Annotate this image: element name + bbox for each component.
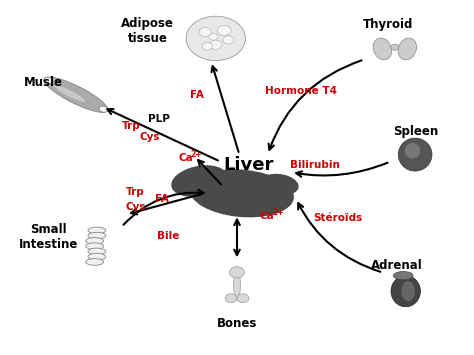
Text: PLP: PLP [148,114,170,124]
Text: Spleen: Spleen [393,125,439,138]
Ellipse shape [190,170,293,217]
Ellipse shape [99,106,108,112]
Text: 2+: 2+ [273,208,284,217]
Text: Cys: Cys [139,132,160,142]
Text: Hormone T4: Hormone T4 [264,86,337,96]
Ellipse shape [88,248,106,255]
Text: Adrenal: Adrenal [371,259,423,272]
Text: FA: FA [190,90,204,100]
Ellipse shape [398,138,432,171]
Ellipse shape [405,143,420,158]
Circle shape [218,25,231,36]
Text: Bile: Bile [157,231,180,241]
Text: Bones: Bones [217,317,257,330]
Text: Ca: Ca [260,211,274,221]
Ellipse shape [86,259,104,265]
Circle shape [186,16,246,61]
Ellipse shape [391,44,399,50]
Circle shape [229,267,245,278]
Ellipse shape [88,227,106,234]
Circle shape [209,33,218,40]
Text: Bilirubin: Bilirubin [290,160,340,170]
Ellipse shape [88,232,106,239]
Text: Liver: Liver [224,156,274,174]
Ellipse shape [88,253,106,260]
Circle shape [237,294,249,303]
Ellipse shape [172,166,227,196]
Circle shape [199,27,211,37]
Circle shape [202,43,212,50]
Ellipse shape [86,237,104,244]
Text: Small
Intestine: Small Intestine [19,223,78,251]
Text: Adipose
tissue: Adipose tissue [121,17,174,45]
Text: FA: FA [155,193,169,204]
Text: Thyroid: Thyroid [363,18,413,31]
Text: Trp: Trp [122,121,140,131]
Ellipse shape [55,85,85,102]
Circle shape [223,36,234,44]
Ellipse shape [391,275,420,307]
Ellipse shape [373,38,392,60]
Ellipse shape [86,243,104,250]
Ellipse shape [393,272,413,280]
Ellipse shape [398,38,417,60]
Text: Stéroïds: Stéroïds [314,213,363,223]
Text: Ca: Ca [178,153,193,163]
Text: Cys: Cys [126,202,146,212]
Ellipse shape [44,77,53,83]
Ellipse shape [44,77,108,113]
Circle shape [225,294,237,303]
Ellipse shape [234,272,240,298]
Text: 2+: 2+ [191,150,202,159]
Ellipse shape [401,281,415,301]
Ellipse shape [261,175,298,195]
Circle shape [210,40,222,49]
Text: Musle: Musle [24,76,64,89]
Text: Trp: Trp [126,187,145,197]
